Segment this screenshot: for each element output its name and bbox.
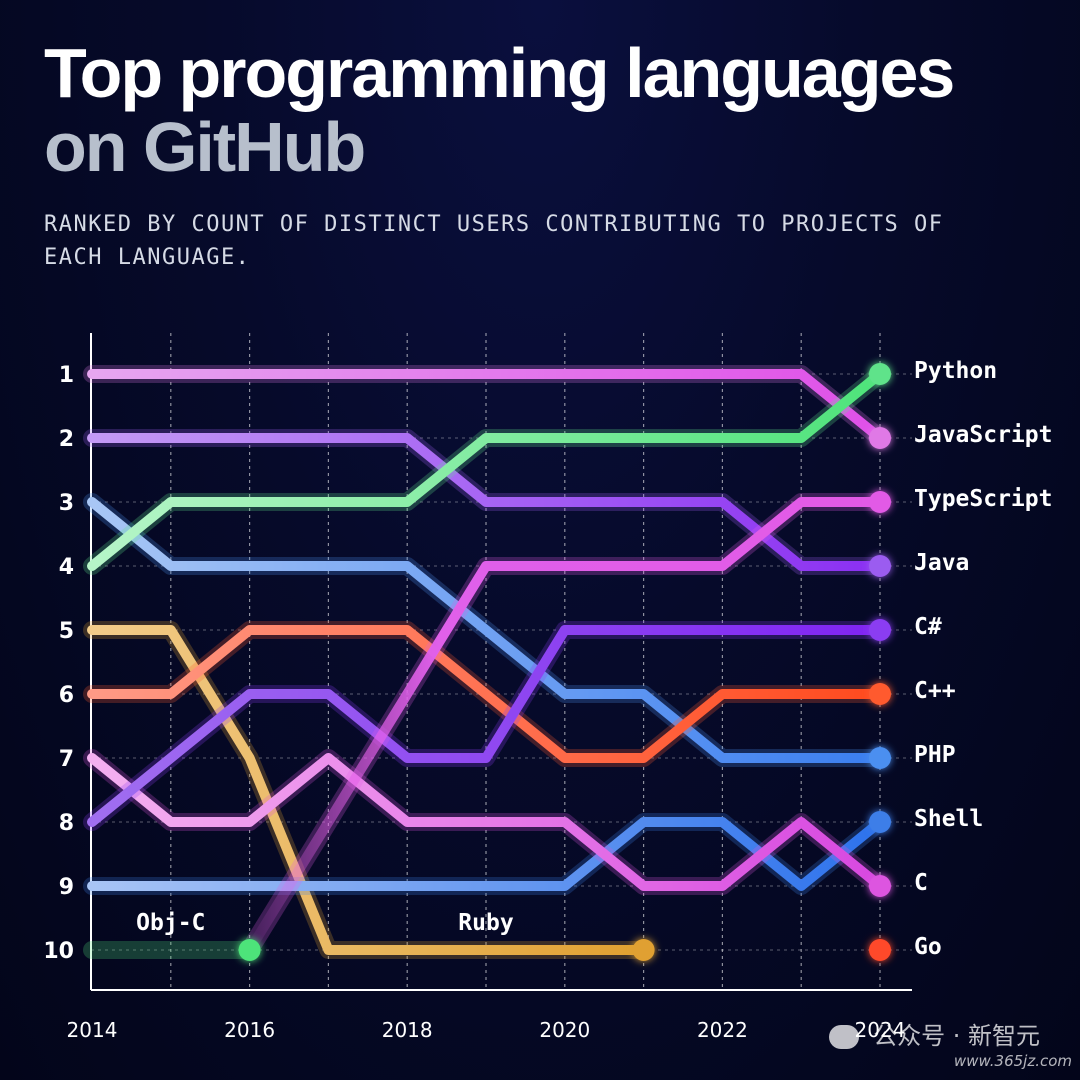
y-tick-label: 5 <box>59 619 74 644</box>
wechat-icon <box>829 1025 859 1049</box>
end-dot-ruby <box>633 939 655 961</box>
y-tick-label: 8 <box>59 811 74 836</box>
end-dot-javascript <box>869 427 891 449</box>
y-tick-label: 2 <box>59 427 74 452</box>
series-label-python: Python <box>914 358 997 384</box>
x-tick-label: 2016 <box>224 1018 275 1042</box>
series-label-c: C <box>914 870 928 896</box>
watermark: 公众号 · 新智元 <box>829 1016 1040 1051</box>
bump-chart: 12345678910201420162018202020222024Pytho… <box>0 0 1080 1080</box>
series-label-javascript: JavaScript <box>914 422 1052 448</box>
series-label-go: Go <box>914 934 942 960</box>
series-label-shell: Shell <box>914 806 983 832</box>
y-tick-label: 10 <box>43 939 74 964</box>
end-dot-python <box>869 363 891 385</box>
y-tick-label: 1 <box>59 363 74 388</box>
series-label-php: PHP <box>914 742 956 768</box>
x-tick-label: 2014 <box>67 1018 118 1042</box>
y-tick-label: 3 <box>59 491 74 516</box>
series-label-java: Java <box>914 550 969 576</box>
series-label-cpp: C++ <box>914 678 956 704</box>
end-dot-obj-c <box>239 939 261 961</box>
series-label-csharp: C# <box>914 614 942 640</box>
x-tick-label: 2018 <box>382 1018 433 1042</box>
x-tick-label: 2020 <box>539 1018 590 1042</box>
y-tick-label: 9 <box>59 875 74 900</box>
end-dot-c <box>869 875 891 897</box>
series-label-ruby: Ruby <box>458 910 514 936</box>
series-label-typescript: TypeScript <box>914 486 1052 512</box>
chart-labels: 12345678910201420162018202020222024Pytho… <box>43 358 1052 1042</box>
end-dot-java <box>869 555 891 577</box>
end-dot-cpp <box>869 683 891 705</box>
end-dot-go <box>869 939 891 961</box>
watermark-url: www.365jz.com <box>954 1052 1072 1070</box>
end-dot-shell <box>869 811 891 833</box>
x-tick-label: 2022 <box>697 1018 748 1042</box>
y-tick-label: 7 <box>59 747 74 772</box>
end-dot-csharp <box>869 619 891 641</box>
end-dot-php <box>869 747 891 769</box>
series-label-obj-c: Obj-C <box>136 910 205 936</box>
y-tick-label: 4 <box>59 555 74 580</box>
y-tick-label: 6 <box>59 683 74 708</box>
end-dot-typescript <box>869 491 891 513</box>
watermark-text: 公众号 · 新智元 <box>873 1022 1040 1050</box>
